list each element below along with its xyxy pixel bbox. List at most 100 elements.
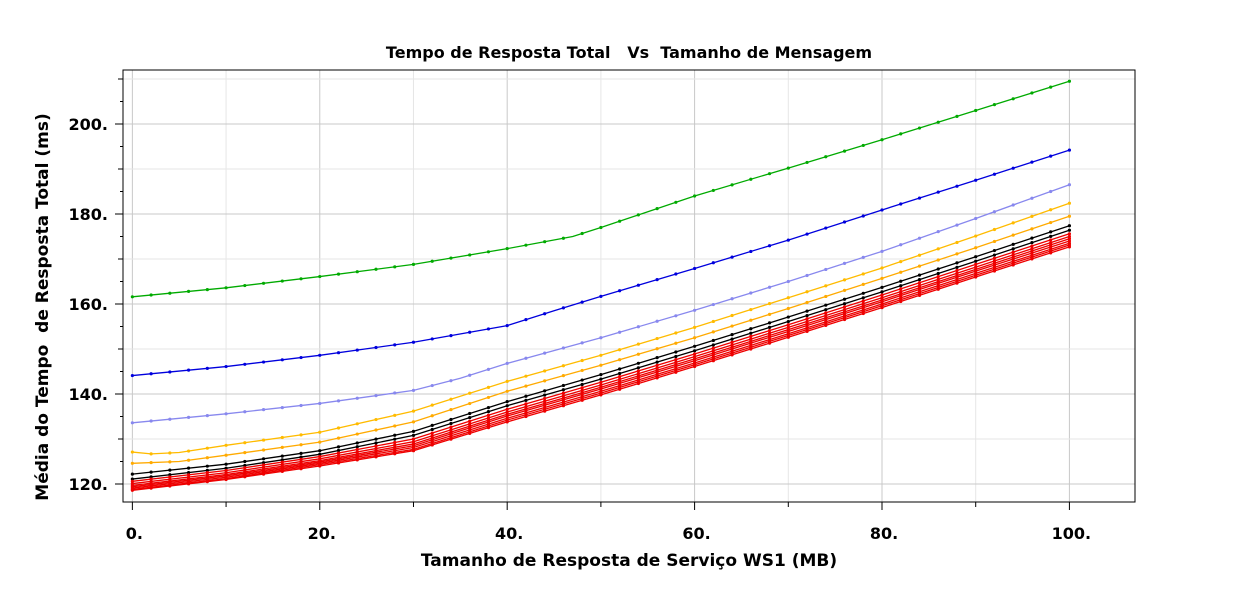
data-point <box>224 462 228 466</box>
data-point <box>1067 183 1072 187</box>
data-point <box>411 429 416 433</box>
data-point <box>655 363 659 367</box>
data-point <box>580 231 584 236</box>
data-point <box>374 428 378 432</box>
data-point <box>224 468 228 473</box>
data-point <box>505 404 509 408</box>
data-point <box>1011 253 1015 257</box>
data-point <box>336 399 341 403</box>
data-point <box>243 450 247 455</box>
data-point <box>524 243 528 247</box>
data-point <box>974 265 978 269</box>
data-point <box>730 324 734 328</box>
data-point <box>674 354 678 359</box>
x-tick-label: 80. <box>870 524 898 543</box>
data-point <box>1011 247 1015 251</box>
data-point <box>261 408 266 412</box>
data-point <box>692 194 697 198</box>
data-point <box>955 252 959 256</box>
data-point <box>786 319 790 324</box>
data-point <box>186 466 191 470</box>
data-point <box>130 421 134 425</box>
data-point <box>505 410 509 414</box>
data-point <box>1049 230 1053 234</box>
data-point <box>655 319 659 323</box>
data-point <box>168 460 172 464</box>
data-point <box>205 288 209 292</box>
data-point <box>767 285 772 289</box>
data-point <box>243 466 247 470</box>
data-point <box>655 370 659 374</box>
data-point <box>861 282 865 286</box>
data-point <box>261 461 266 465</box>
data-point <box>580 392 584 397</box>
data-point <box>561 394 566 398</box>
data-point <box>749 341 753 345</box>
data-point <box>299 457 303 461</box>
data-point <box>880 290 884 294</box>
data-point <box>824 323 828 328</box>
data-point <box>1049 251 1053 255</box>
data-point <box>880 249 884 253</box>
x-tick-label: 100. <box>1052 524 1091 543</box>
data-point <box>899 289 903 294</box>
data-point <box>917 278 922 282</box>
data-point <box>992 227 997 232</box>
data-point <box>880 276 884 280</box>
grid <box>123 70 1135 502</box>
data-point <box>280 460 284 464</box>
data-point <box>917 281 922 285</box>
data-point <box>1030 251 1034 255</box>
data-point <box>505 400 509 404</box>
data-point <box>336 426 341 430</box>
data-point <box>711 188 715 193</box>
data-point <box>336 451 341 455</box>
data-point <box>580 386 584 390</box>
data-point <box>711 330 715 334</box>
data-point <box>974 255 978 259</box>
data-point <box>561 404 566 408</box>
data-point <box>1030 160 1034 164</box>
data-point <box>543 379 547 383</box>
data-point <box>936 271 940 276</box>
data-point <box>730 333 734 337</box>
x-tick-label: 60. <box>682 524 710 543</box>
data-point <box>524 356 528 360</box>
data-point <box>786 335 790 339</box>
data-point <box>524 405 528 409</box>
data-point <box>449 437 453 441</box>
data-point <box>468 411 472 416</box>
data-point <box>130 479 134 483</box>
data-point <box>243 283 247 288</box>
data-point <box>543 312 547 316</box>
data-point <box>618 381 622 385</box>
data-point <box>899 270 903 274</box>
data-point <box>224 286 228 290</box>
chart-title: Tempo de Resposta Total Vs Tamanho de Me… <box>386 43 872 62</box>
data-point <box>730 183 734 187</box>
data-point <box>955 275 959 279</box>
data-point <box>786 166 790 170</box>
data-point <box>992 172 997 176</box>
data-point <box>1049 234 1053 239</box>
data-point <box>543 389 547 393</box>
data-point <box>186 415 191 419</box>
data-point <box>861 291 865 295</box>
data-point <box>599 336 603 340</box>
data-point <box>186 449 191 453</box>
data-point <box>711 338 715 343</box>
data-point <box>805 319 809 324</box>
data-point <box>411 449 416 453</box>
data-point <box>543 403 547 407</box>
data-point <box>430 337 434 341</box>
data-point <box>543 393 547 397</box>
data-point <box>561 388 566 392</box>
data-point <box>955 261 959 265</box>
data-point <box>430 259 434 263</box>
data-point <box>599 353 603 357</box>
data-point <box>767 244 772 248</box>
data-point <box>186 482 191 486</box>
data-point <box>524 384 528 388</box>
data-point <box>486 410 491 414</box>
data-point <box>168 291 172 295</box>
